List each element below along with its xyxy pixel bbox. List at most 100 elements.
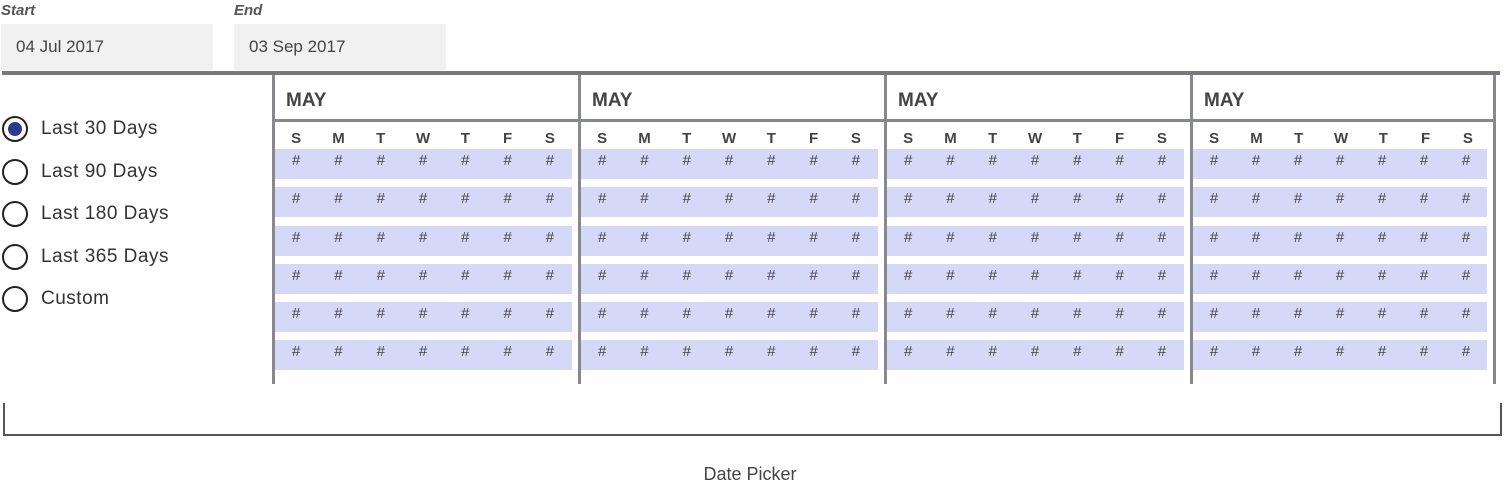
day-cell[interactable]: # <box>724 266 734 284</box>
day-cell[interactable]: # <box>1251 266 1261 284</box>
day-cell[interactable]: # <box>724 152 734 169</box>
day-cell[interactable]: # <box>461 305 470 323</box>
day-cell[interactable]: # <box>724 343 734 361</box>
day-cell[interactable]: # <box>1157 152 1167 169</box>
day-cell[interactable]: # <box>767 343 776 361</box>
day-cell[interactable]: # <box>767 190 776 208</box>
day-cell[interactable]: # <box>1209 152 1219 169</box>
preset-option[interactable]: Last 365 Days <box>2 236 169 279</box>
day-cell[interactable]: # <box>1335 305 1345 323</box>
day-cell[interactable]: # <box>1030 343 1040 361</box>
day-cell[interactable]: # <box>682 343 691 361</box>
day-cell[interactable]: # <box>946 305 955 323</box>
day-cell[interactable]: # <box>1293 343 1303 361</box>
day-cell[interactable]: # <box>988 228 997 246</box>
day-cell[interactable]: # <box>1251 305 1261 323</box>
day-cell[interactable]: # <box>1335 266 1345 284</box>
day-cell[interactable]: # <box>597 228 607 246</box>
day-cell[interactable]: # <box>809 228 818 246</box>
day-cell[interactable]: # <box>503 228 512 246</box>
day-cell[interactable]: # <box>597 343 607 361</box>
day-cell[interactable]: # <box>1157 228 1167 246</box>
day-cell[interactable]: # <box>291 343 301 361</box>
day-cell[interactable]: # <box>1293 266 1303 284</box>
day-cell[interactable]: # <box>1030 152 1040 169</box>
day-cell[interactable]: # <box>724 190 734 208</box>
start-date-input[interactable] <box>1 24 213 70</box>
day-cell[interactable]: # <box>376 190 385 208</box>
day-cell[interactable]: # <box>545 343 555 361</box>
day-cell[interactable]: # <box>682 190 691 208</box>
day-cell[interactable]: # <box>640 152 649 169</box>
day-cell[interactable]: # <box>418 228 428 246</box>
radio-unchecked-icon[interactable] <box>2 286 28 313</box>
day-cell[interactable]: # <box>1461 228 1471 246</box>
day-cell[interactable]: # <box>1115 343 1124 361</box>
day-cell[interactable]: # <box>1377 343 1387 361</box>
day-cell[interactable]: # <box>851 228 861 246</box>
day-cell[interactable]: # <box>545 152 555 169</box>
day-cell[interactable]: # <box>291 152 301 169</box>
day-cell[interactable]: # <box>461 266 470 284</box>
day-cell[interactable]: # <box>1115 228 1124 246</box>
day-cell[interactable]: # <box>1157 305 1167 323</box>
day-cell[interactable]: # <box>1419 228 1429 246</box>
day-cell[interactable]: # <box>640 266 649 284</box>
day-cell[interactable]: # <box>767 228 776 246</box>
day-cell[interactable]: # <box>724 305 734 323</box>
day-cell[interactable]: # <box>1377 305 1387 323</box>
day-cell[interactable]: # <box>291 305 301 323</box>
day-cell[interactable]: # <box>545 266 555 284</box>
day-cell[interactable]: # <box>1030 228 1040 246</box>
day-cell[interactable]: # <box>1030 266 1040 284</box>
day-cell[interactable]: # <box>597 305 607 323</box>
day-cell[interactable]: # <box>418 343 428 361</box>
day-cell[interactable]: # <box>1419 305 1429 323</box>
day-cell[interactable]: # <box>851 190 861 208</box>
day-cell[interactable]: # <box>334 343 343 361</box>
day-cell[interactable]: # <box>1073 343 1082 361</box>
day-cell[interactable]: # <box>503 266 512 284</box>
day-cell[interactable]: # <box>1157 266 1167 284</box>
day-cell[interactable]: # <box>461 190 470 208</box>
day-cell[interactable]: # <box>640 228 649 246</box>
day-cell[interactable]: # <box>1115 266 1124 284</box>
day-cell[interactable]: # <box>946 343 955 361</box>
day-cell[interactable]: # <box>1157 190 1167 208</box>
day-cell[interactable]: # <box>682 266 691 284</box>
day-cell[interactable]: # <box>1461 343 1471 361</box>
day-cell[interactable]: # <box>545 190 555 208</box>
day-cell[interactable]: # <box>809 152 818 169</box>
day-cell[interactable]: # <box>1251 152 1261 169</box>
day-cell[interactable]: # <box>1461 266 1471 284</box>
day-cell[interactable]: # <box>903 190 913 208</box>
radio-unchecked-icon[interactable] <box>2 201 28 228</box>
day-cell[interactable]: # <box>461 343 470 361</box>
day-cell[interactable]: # <box>597 152 607 169</box>
day-cell[interactable]: # <box>851 266 861 284</box>
day-cell[interactable]: # <box>1293 190 1303 208</box>
radio-unchecked-icon[interactable] <box>2 158 28 185</box>
day-cell[interactable]: # <box>334 305 343 323</box>
day-cell[interactable]: # <box>1419 190 1429 208</box>
day-cell[interactable]: # <box>946 190 955 208</box>
day-cell[interactable]: # <box>682 305 691 323</box>
day-cell[interactable]: # <box>1461 152 1471 169</box>
day-cell[interactable]: # <box>767 152 776 169</box>
day-cell[interactable]: # <box>1115 152 1124 169</box>
day-cell[interactable]: # <box>418 190 428 208</box>
day-cell[interactable]: # <box>1335 190 1345 208</box>
preset-option[interactable]: Last 90 Days <box>2 151 169 194</box>
day-cell[interactable]: # <box>640 305 649 323</box>
day-cell[interactable]: # <box>503 190 512 208</box>
day-cell[interactable]: # <box>809 305 818 323</box>
day-cell[interactable]: # <box>1157 343 1167 361</box>
end-date-input[interactable] <box>234 24 446 70</box>
day-cell[interactable]: # <box>1335 228 1345 246</box>
day-cell[interactable]: # <box>376 343 385 361</box>
day-cell[interactable]: # <box>903 343 913 361</box>
day-cell[interactable]: # <box>809 343 818 361</box>
day-cell[interactable]: # <box>1073 190 1082 208</box>
day-cell[interactable]: # <box>767 305 776 323</box>
day-cell[interactable]: # <box>903 152 913 169</box>
